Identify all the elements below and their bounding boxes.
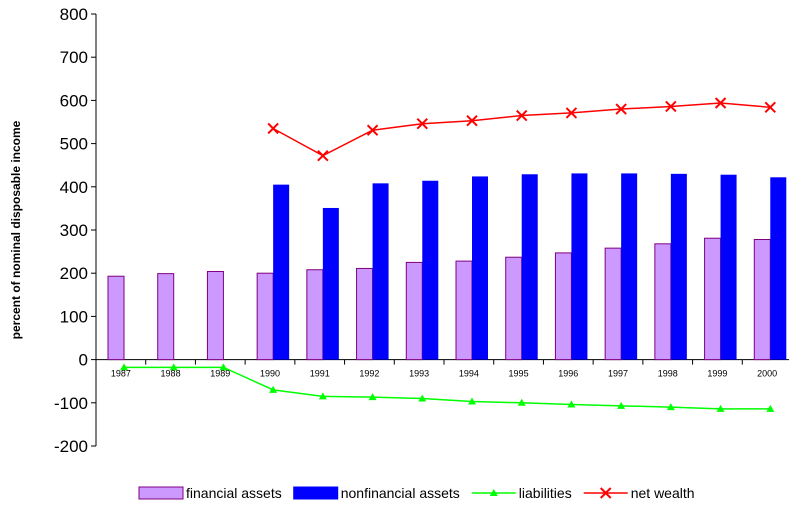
liabilities-point bbox=[567, 400, 576, 408]
nonfinancial-assets-bar bbox=[273, 184, 290, 360]
liabilities-line bbox=[124, 366, 771, 410]
y-tick-label: 700 bbox=[60, 48, 88, 67]
financial-assets-bar bbox=[654, 243, 672, 361]
liabilities-point bbox=[120, 363, 128, 371]
x-tick-label: 1995 bbox=[509, 369, 529, 379]
liabilities-point bbox=[318, 392, 327, 400]
liabilities-point bbox=[269, 385, 278, 393]
financial-assets-bar bbox=[356, 267, 374, 361]
nonfinancial-assets-bar bbox=[521, 174, 538, 360]
financial-assets-bar bbox=[256, 272, 274, 361]
x-tick-label: 2000 bbox=[757, 369, 777, 379]
liabilities-point bbox=[418, 394, 427, 402]
x-tick-label: 1998 bbox=[658, 369, 678, 379]
x-tick-label: 1988 bbox=[161, 369, 181, 379]
net-wealth-point bbox=[466, 114, 478, 127]
legend: financial assets nonfinancial assets liabi… bbox=[138, 485, 695, 501]
y-axis-label: percent of nominal disposable income bbox=[9, 120, 23, 339]
net-wealth-point bbox=[366, 124, 379, 136]
nonfinancial-assets-bar bbox=[422, 180, 439, 360]
net-wealth-point bbox=[665, 100, 677, 113]
y-tick-label: 500 bbox=[60, 135, 88, 154]
y-tick-label: 800 bbox=[60, 5, 88, 24]
bars-layer bbox=[107, 173, 787, 361]
financial-assets-bar bbox=[157, 273, 175, 361]
x-tick-label: 1990 bbox=[260, 369, 280, 379]
nonfinancial-assets-bar bbox=[621, 173, 638, 360]
x-tick-label: 1994 bbox=[459, 369, 479, 379]
financial-assets-bar bbox=[604, 247, 622, 361]
x-tick-label: 1993 bbox=[409, 369, 429, 379]
liabilities-legend-marker bbox=[489, 489, 498, 496]
nonfinancial-assets-bar bbox=[770, 177, 787, 360]
financial-assets-bar bbox=[206, 270, 224, 361]
liabilities-point bbox=[219, 363, 228, 371]
liabilities-point bbox=[766, 404, 775, 412]
financial-assets-bar bbox=[505, 256, 523, 361]
labels-layer: -200 -100 0 100 200 300 400 500 600 700 800 1987 198… bbox=[54, 5, 777, 456]
lines-layer bbox=[120, 97, 776, 412]
liabilities-point bbox=[666, 403, 675, 411]
financial-assets-bar bbox=[405, 261, 423, 361]
liabilities-point bbox=[517, 398, 526, 406]
liabilities-point bbox=[169, 363, 178, 371]
net-wealth-point bbox=[317, 149, 329, 162]
liabilities-point bbox=[716, 404, 725, 412]
x-tick-label: 1989 bbox=[210, 369, 230, 379]
net-wealth-point bbox=[615, 103, 627, 115]
liabilities-point bbox=[468, 397, 476, 405]
x-tick-label: 1997 bbox=[608, 369, 628, 379]
y-tick-label: -200 bbox=[54, 437, 88, 456]
net-wealth-line bbox=[272, 102, 771, 157]
y-tick-label: 400 bbox=[60, 178, 88, 197]
y-tick-label: 300 bbox=[60, 221, 88, 240]
net-wealth-point bbox=[516, 109, 528, 122]
y-tick-label: 200 bbox=[60, 264, 88, 283]
net-wealth-legend-marker bbox=[600, 487, 612, 499]
financial-assets-legend-label: financial assets bbox=[186, 485, 282, 501]
net-wealth-point bbox=[416, 118, 428, 130]
net-wealth-point bbox=[267, 122, 279, 135]
net-wealth-point bbox=[714, 97, 727, 109]
nonfinancial-assets-bar bbox=[720, 174, 737, 360]
x-tick-label: 1987 bbox=[111, 369, 131, 379]
nonfinancial-assets-bar bbox=[472, 176, 488, 360]
x-tick-label: 1999 bbox=[707, 369, 727, 379]
x-tick-label: 1991 bbox=[310, 369, 330, 379]
liabilities-legend-label: liabilities bbox=[519, 485, 572, 501]
financial-assets-bar bbox=[455, 260, 473, 361]
x-tick-label: 1996 bbox=[558, 369, 578, 379]
financial-assets-bar bbox=[107, 275, 125, 361]
liabilities-point bbox=[368, 393, 377, 401]
nonfinancial-assets-bar bbox=[322, 207, 339, 360]
nonfinancial-assets-legend-swatch bbox=[293, 486, 339, 500]
financial-assets-legend-swatch bbox=[138, 486, 184, 500]
financial-assets-bar bbox=[704, 237, 722, 361]
financial-assets-bar bbox=[753, 239, 771, 361]
nonfinancial-assets-bar bbox=[372, 183, 389, 360]
net-wealth-point bbox=[764, 101, 776, 114]
y-tick-label: 0 bbox=[79, 351, 88, 370]
x-tick-label: 1992 bbox=[359, 369, 379, 379]
net-wealth-point bbox=[565, 107, 578, 119]
liabilities-point bbox=[617, 401, 626, 409]
y-tick-label: 100 bbox=[60, 307, 88, 326]
financial-assets-bar bbox=[306, 269, 324, 361]
nonfinancial-assets-legend-label: nonfinancial assets bbox=[341, 485, 460, 501]
financial-assets-bar bbox=[554, 252, 572, 361]
y-tick-label: -100 bbox=[54, 394, 88, 413]
nonfinancial-assets-bar bbox=[571, 173, 588, 360]
nonfinancial-assets-bar bbox=[670, 173, 687, 360]
y-tick-label: 600 bbox=[60, 91, 88, 110]
net-wealth-legend-label: net wealth bbox=[631, 485, 695, 501]
